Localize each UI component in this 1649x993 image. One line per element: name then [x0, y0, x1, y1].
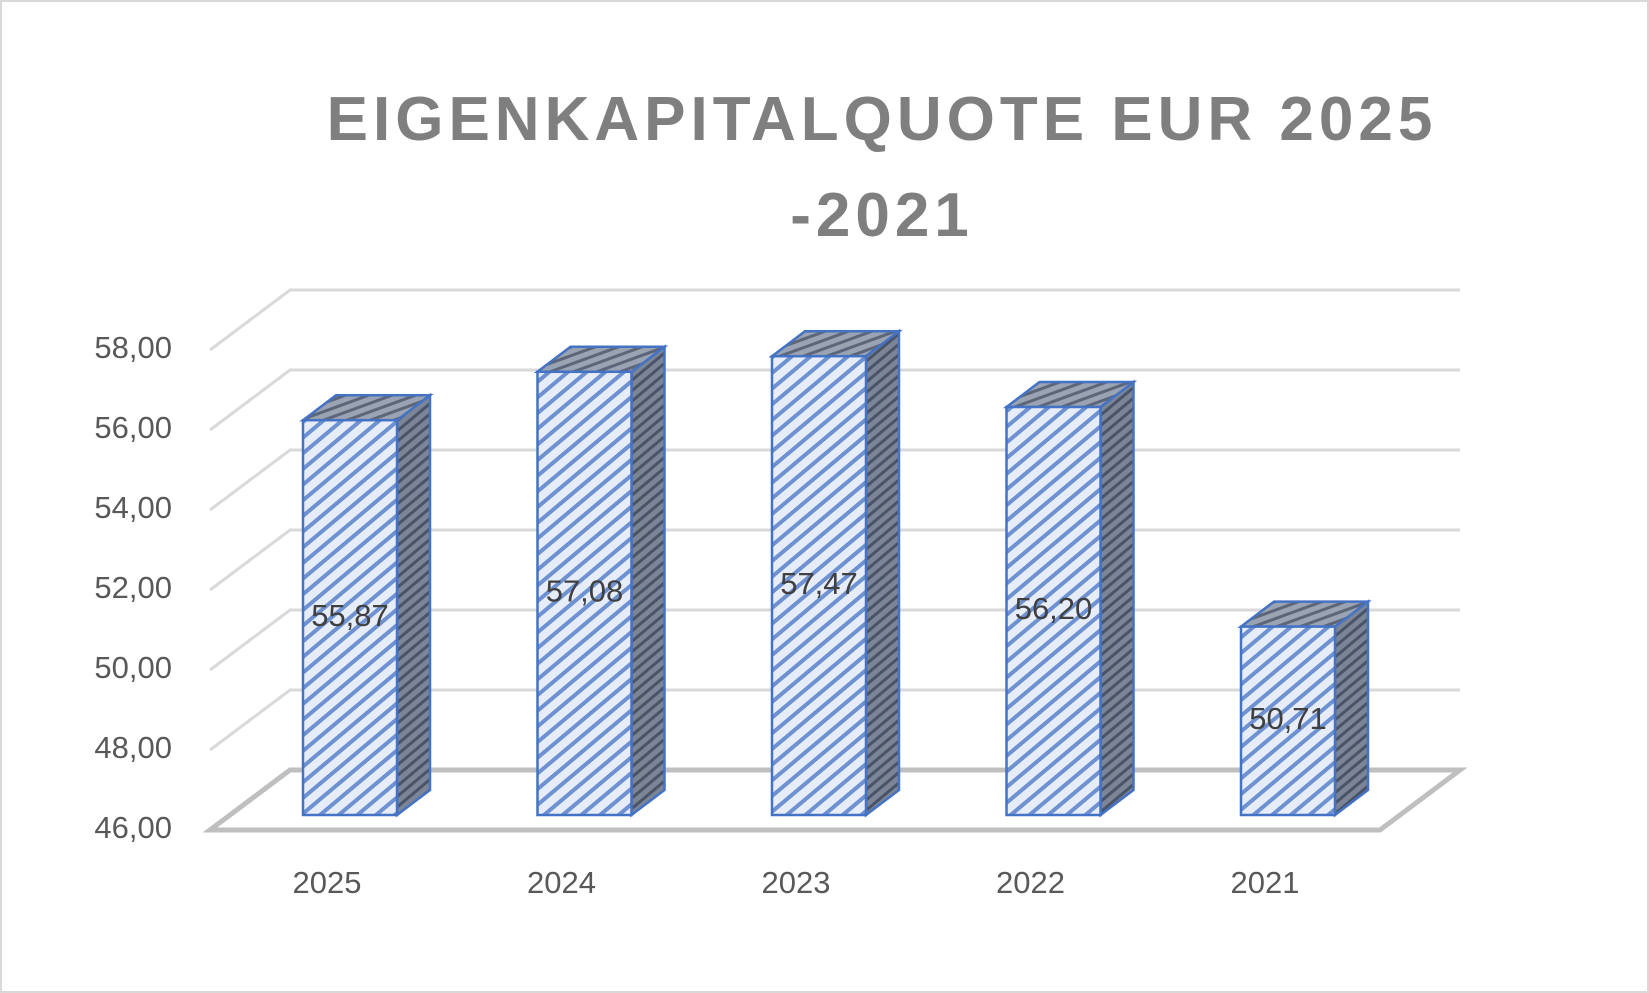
data-label: 57,08 [546, 574, 624, 609]
bar-group [1002, 379, 1138, 818]
y-tick-label: 48,00 [94, 730, 172, 765]
chart-title: EIGENKAPITALQUOTE EUR 2025 -2021 [326, 85, 1438, 250]
x-tick-label: 2024 [527, 865, 596, 900]
data-label: 55,87 [311, 598, 389, 633]
y-tick-label: 46,00 [94, 810, 172, 845]
y-tick-label: 58,00 [94, 330, 172, 365]
x-tick-label: 2025 [293, 865, 362, 900]
data-label: 56,20 [1015, 591, 1093, 626]
x-tick-label: 2022 [996, 865, 1065, 900]
data-label: 50,71 [1249, 701, 1327, 736]
bar-side [630, 344, 666, 818]
grid-line [209, 288, 1460, 352]
bar [301, 418, 399, 817]
bar-side [1099, 379, 1135, 818]
floor [202, 767, 1468, 833]
y-tick-label: 50,00 [94, 650, 172, 685]
bar-side [1333, 599, 1370, 818]
x-tick-label: 2021 [1231, 865, 1300, 900]
grid-line [209, 368, 1460, 432]
bar [536, 370, 633, 817]
bar-side [395, 392, 432, 818]
bar [770, 354, 868, 817]
y-tick-label: 52,00 [94, 570, 172, 605]
x-tick-label: 2023 [762, 865, 831, 900]
bar-group [1237, 599, 1372, 818]
bar [1005, 405, 1102, 817]
bar-group [768, 328, 903, 818]
y-tick-label: 56,00 [94, 410, 172, 445]
bar-group [533, 344, 669, 818]
bar-group [299, 392, 434, 818]
bar [1239, 625, 1337, 817]
y-tick-label: 54,00 [94, 490, 172, 525]
bar-side [864, 328, 901, 818]
data-label: 57,47 [780, 566, 858, 601]
